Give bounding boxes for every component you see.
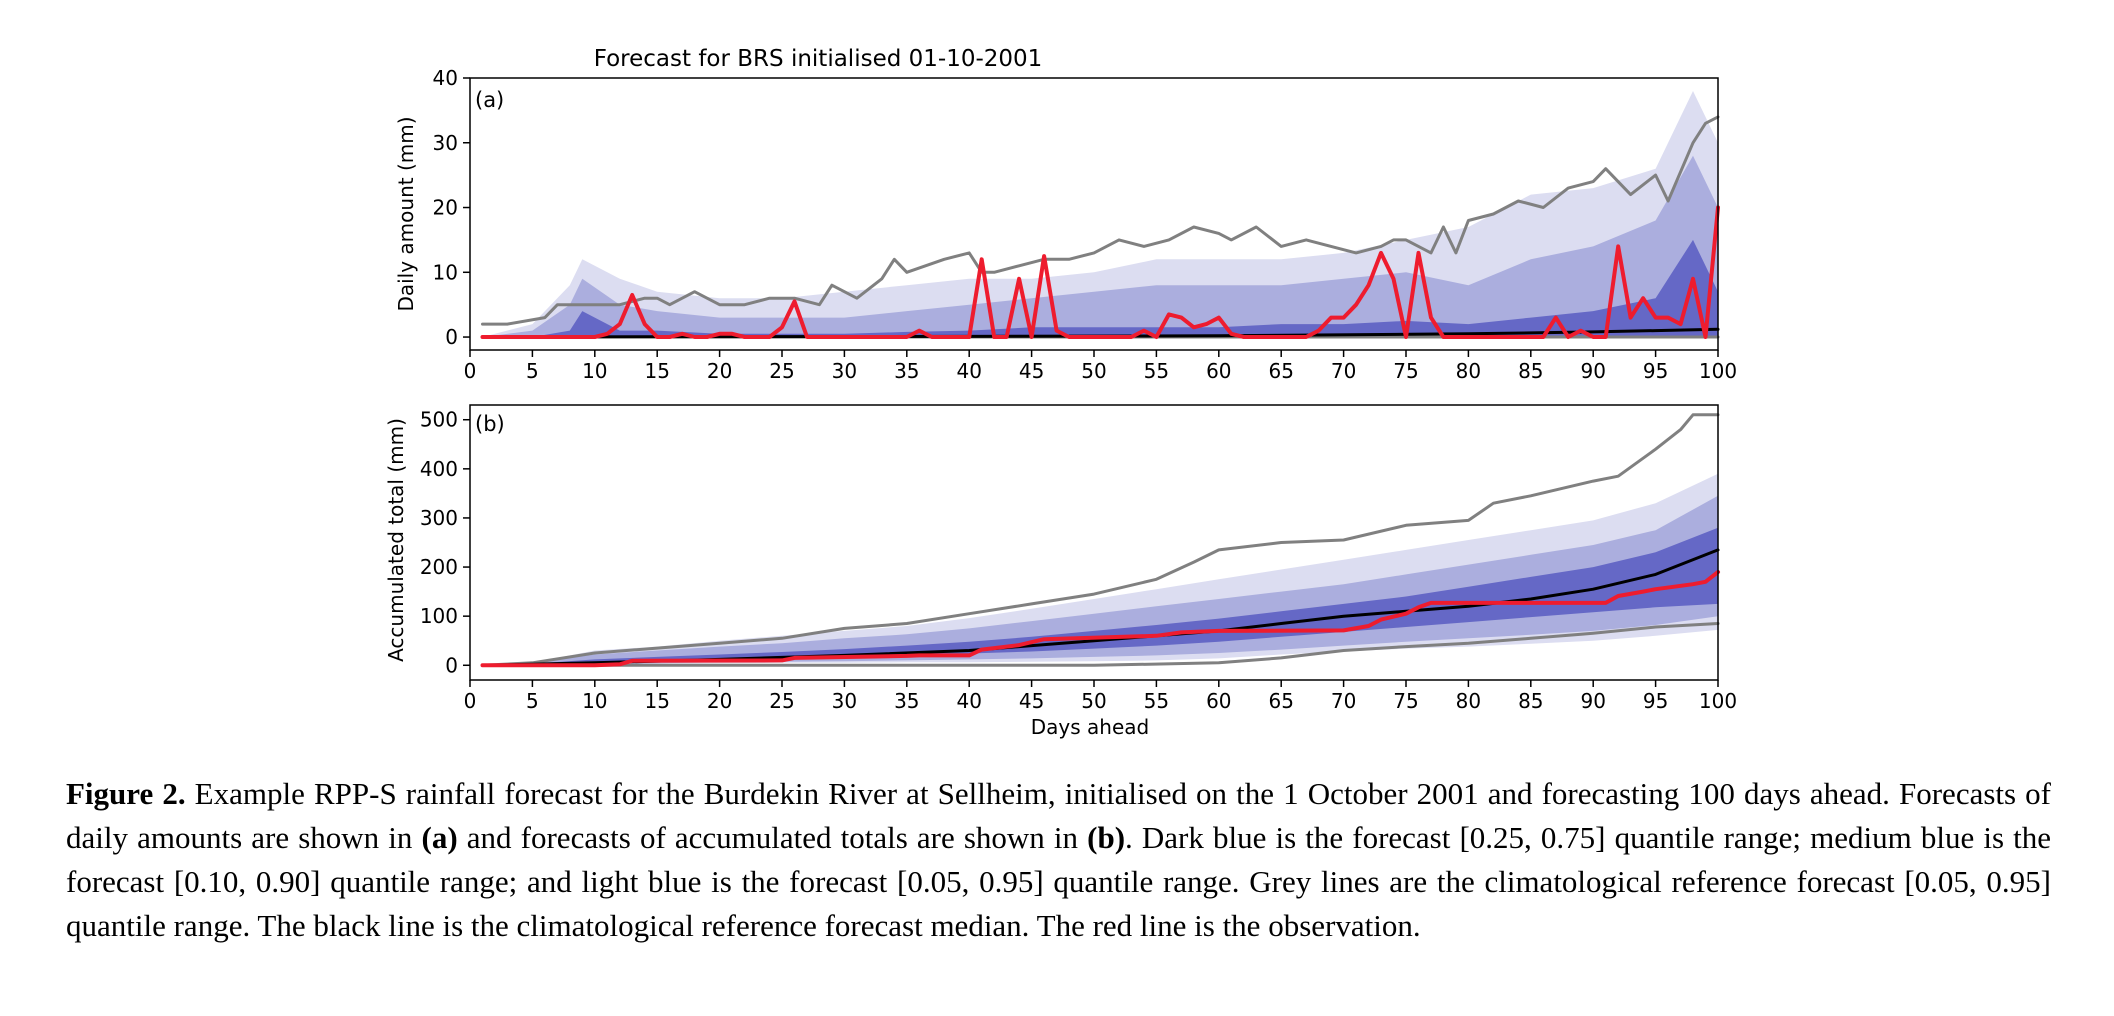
panel-a-plot-area <box>480 91 1720 339</box>
panel-a-y-tick-label: 30 <box>433 131 458 155</box>
panel-b-y-tick-label: 200 <box>420 555 458 579</box>
panel-a-label: (a) <box>475 88 504 112</box>
panel-a-x-tick-label: 65 <box>1268 359 1293 383</box>
panel-b-x-tick-label: 50 <box>1081 689 1106 713</box>
panel-a-x-tick-label: 95 <box>1643 359 1668 383</box>
panel-a-x-tick-label: 20 <box>707 359 732 383</box>
panel-a-y-tick-label: 40 <box>433 66 458 90</box>
panel-a-x-tick-label: 45 <box>1019 359 1044 383</box>
panel-a-x-tick-label: 10 <box>582 359 607 383</box>
panel-a-y-tick-label: 0 <box>445 325 458 349</box>
panel-b-xlabel: Days ahead <box>1031 715 1149 739</box>
panel-b-x-tick-label: 40 <box>956 689 981 713</box>
panel-b-median-line <box>481 548 1720 667</box>
panel-b-y-tick-label: 0 <box>445 653 458 677</box>
panel-b-x-tick-label: 35 <box>894 689 919 713</box>
panel-a-x-tick-label: 55 <box>1144 359 1169 383</box>
panel-a-climatology-line-0 <box>481 115 1720 326</box>
panel-b-x-tick-label: 30 <box>832 689 857 713</box>
caption-ref-a: (a) <box>421 820 458 855</box>
panel-b-plot-area <box>480 413 1720 668</box>
panel-b-x-tick-label: 45 <box>1019 689 1044 713</box>
panel-a-x-tick-label: 50 <box>1081 359 1106 383</box>
panel-a-band-medium-blue <box>482 155 1718 337</box>
panel-b-y-tick-label: 300 <box>420 506 458 530</box>
caption-ref-b: (b) <box>1087 820 1126 855</box>
panel-b-x-tick-label: 100 <box>1699 689 1737 713</box>
panel-b-y-tick-label: 500 <box>420 408 458 432</box>
panel-b-x-tick-label: 65 <box>1268 689 1293 713</box>
panel-b-x-tick-label: 70 <box>1331 689 1356 713</box>
panel-b-x-tick-label: 25 <box>769 689 794 713</box>
panel-a-x-tick-label: 30 <box>832 359 857 383</box>
panel-a-x-tick-label: 5 <box>526 359 539 383</box>
panel-b-x-tick-label: 80 <box>1456 689 1481 713</box>
panel-b-y-tick-label: 100 <box>420 604 458 628</box>
panel-b-x-tick-label: 55 <box>1144 689 1169 713</box>
panel-a-observation-line <box>480 205 1720 339</box>
panel-a-x-tick-label: 35 <box>894 359 919 383</box>
panel-b-x-tick-label: 0 <box>464 689 477 713</box>
panel-b-x-tick-label: 20 <box>707 689 732 713</box>
panel-b-y-tick-label: 400 <box>420 457 458 481</box>
panel-b-ylabel: Accumulated total (mm) <box>384 418 408 662</box>
panel-a-x-tick-label: 85 <box>1518 359 1543 383</box>
figure-caption: Figure 2. Example RPP-S rainfall forecas… <box>66 772 2051 948</box>
panel-b-x-tick-label: 10 <box>582 689 607 713</box>
caption-text-2: and forecasts of accumulated totals are … <box>457 820 1088 855</box>
panel-b: (b) Accumulated total (mm) Days ahead 0 5… <box>384 404 1737 739</box>
panel-a-x-tick-label: 0 <box>464 359 477 383</box>
panel-b-x-tick-label: 85 <box>1518 689 1543 713</box>
panel-b-x-tick-label: 60 <box>1206 689 1231 713</box>
panel-a-x-tick-label: 100 <box>1699 359 1737 383</box>
panel-b-climatology-line-0 <box>481 413 1720 667</box>
panel-a-y-tick-label: 10 <box>433 260 458 284</box>
panel-a-x-tick-label: 90 <box>1580 359 1605 383</box>
panel-a-x-tick-label: 60 <box>1206 359 1231 383</box>
panel-a-x-tick-label: 15 <box>644 359 669 383</box>
panel-a-x-tick-label: 70 <box>1331 359 1356 383</box>
figure-title: Forecast for BRS initialised 01-10-2001 <box>594 46 1043 72</box>
panel-b-label: (b) <box>475 412 505 436</box>
panel-a-x-tick-label: 25 <box>769 359 794 383</box>
panel-a: (a) Daily amount (mm) 0 5 10 15 20 25 30 35 40 45… <box>394 66 1737 383</box>
caption-text-1: Example RPP-S rainfall forecast for the … <box>66 776 2051 855</box>
caption-figure-label: Figure 2. <box>66 776 186 811</box>
panel-b-x-tick-label: 75 <box>1393 689 1418 713</box>
panel-a-band-dark-blue <box>482 239 1718 337</box>
panel-b-observation-line <box>480 570 1720 668</box>
panel-b-x-tick-label: 15 <box>644 689 669 713</box>
panel-a-y-tick-label: 20 <box>433 196 458 220</box>
panel-b-climatology-line-1 <box>481 622 1720 667</box>
panel-b-x-tick-label: 5 <box>526 689 539 713</box>
panel-a-x-tick-label: 40 <box>956 359 981 383</box>
panel-b-x-tick-label: 95 <box>1643 689 1668 713</box>
panel-a-ylabel: Daily amount (mm) <box>394 116 418 311</box>
panel-a-x-tick-label: 75 <box>1393 359 1418 383</box>
panel-a-x-tick-label: 80 <box>1456 359 1481 383</box>
figure: Forecast for BRS initialised 01-10-2001 … <box>384 46 1737 739</box>
panel-b-x-tick-label: 90 <box>1580 689 1605 713</box>
caption-text-3: . Dark blue is the forecast [0.25, 0.75]… <box>66 820 2051 943</box>
